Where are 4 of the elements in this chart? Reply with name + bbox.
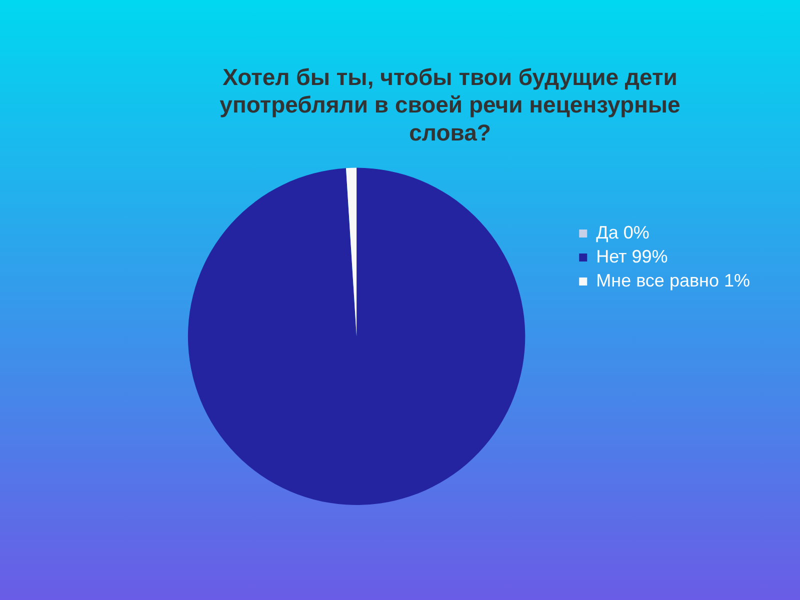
chart-title: Хотел бы ты, чтобы твои будущие дети употребляли в своей речи нецензурные слова?: [220, 64, 680, 146]
legend-label: Да 0%: [596, 222, 650, 242]
legend-label: Мне все равно 1%: [596, 270, 750, 290]
legend-label: Нет 99%: [596, 246, 668, 266]
